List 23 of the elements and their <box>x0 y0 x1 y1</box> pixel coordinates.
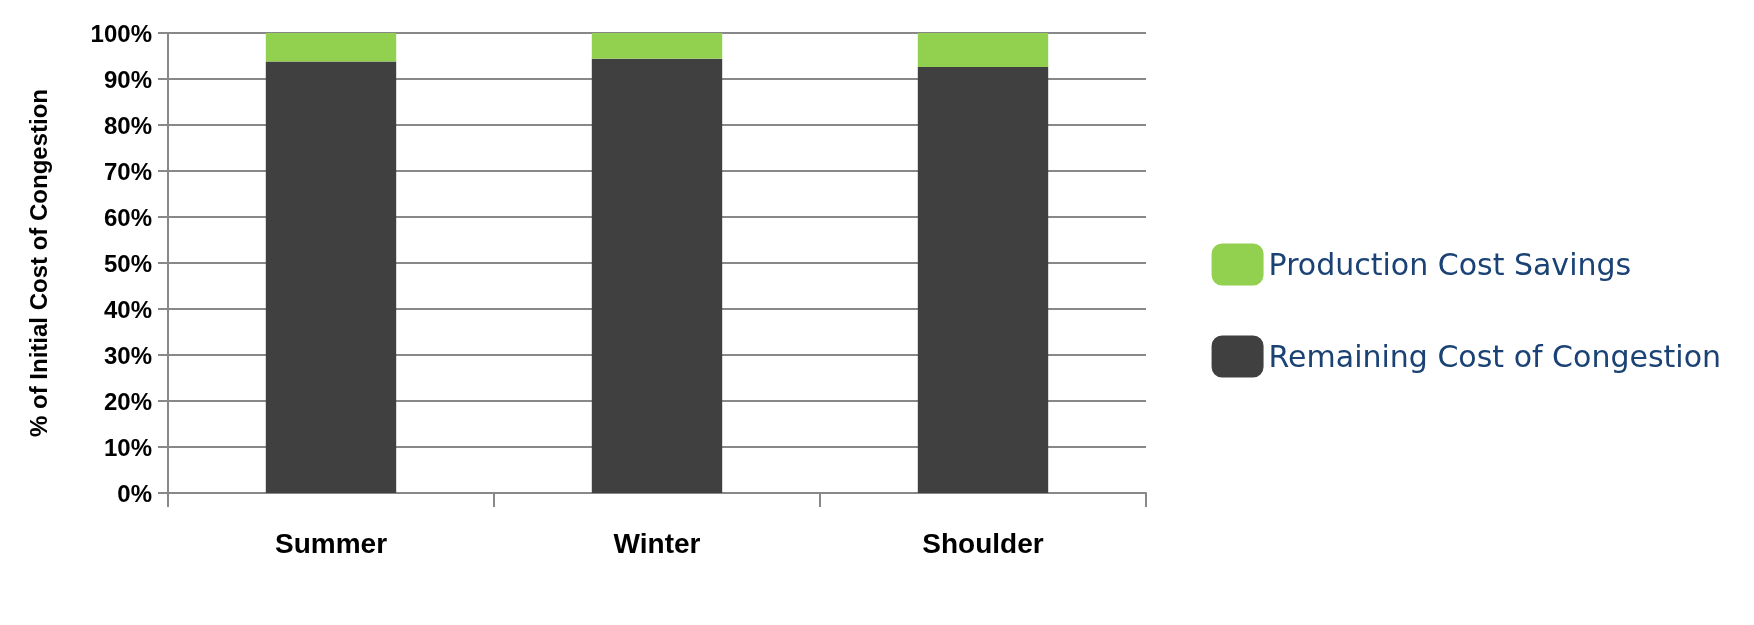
y-tick-label: 50% <box>103 249 152 277</box>
bar <box>917 33 1049 68</box>
y-tick-label: 90% <box>103 65 152 93</box>
x-tick-label: Shoulder <box>922 527 1044 559</box>
bar <box>591 58 723 493</box>
y-tick-label: 0% <box>117 479 152 507</box>
bar <box>591 33 723 59</box>
bar <box>917 67 1049 493</box>
y-axis-title: % of Initial Cost of Congestion <box>24 89 52 437</box>
y-tick-label: 70% <box>103 157 152 185</box>
y-tick-label: 30% <box>103 341 152 369</box>
y-tick-label: 80% <box>103 111 152 139</box>
x-tick-label: Summer <box>274 527 388 559</box>
y-tick-label: 20% <box>103 387 152 415</box>
x-tick-label: Winter <box>613 527 701 559</box>
bar <box>265 61 397 493</box>
y-tick-label: 40% <box>103 295 152 323</box>
bar <box>265 33 397 62</box>
y-tick-label: 10% <box>103 433 152 461</box>
legend-label: Remaining Cost of Congestion <box>1268 339 1722 374</box>
legend-label: Production Cost Savings <box>1268 247 1632 282</box>
y-tick-label: 100% <box>90 19 152 47</box>
y-tick-label: 60% <box>103 203 152 231</box>
